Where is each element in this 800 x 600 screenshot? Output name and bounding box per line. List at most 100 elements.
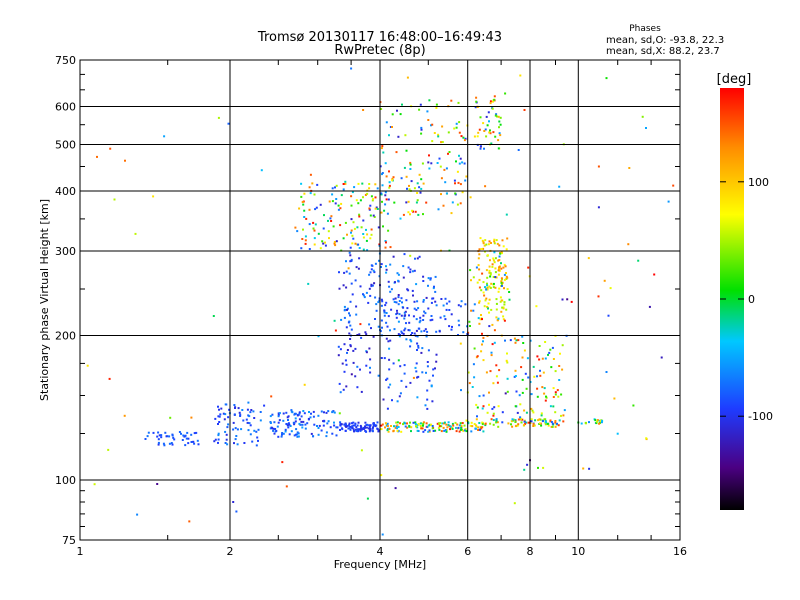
x-tick-label: 1 (77, 545, 84, 558)
scatter-point (359, 285, 362, 288)
scatter-point (180, 432, 182, 435)
scatter-point (370, 195, 373, 198)
scatter-point (432, 368, 435, 371)
scatter-point (388, 181, 391, 184)
scatter-point (257, 428, 260, 431)
scatter-point (529, 339, 532, 342)
scatter-point (355, 305, 358, 308)
chart-subtitle: RwPretec (8p) (334, 43, 425, 58)
scatter-point (310, 432, 313, 435)
scatter-point (333, 421, 335, 424)
scatter-point (478, 322, 481, 325)
scatter-point (488, 391, 490, 394)
scatter-point (561, 368, 564, 371)
scatter-point (170, 442, 173, 444)
scatter-point (388, 186, 391, 189)
scatter-point (477, 257, 480, 260)
scatter-point (443, 315, 446, 318)
scatter-point (484, 424, 487, 427)
scatter-point (96, 155, 98, 158)
scatter-point (281, 432, 284, 434)
scatter-point (249, 411, 252, 414)
scatter-point (605, 371, 608, 373)
scatter-point (374, 196, 377, 199)
scatter-point (300, 247, 303, 250)
scatter-point (598, 422, 601, 425)
scatter-point (378, 299, 381, 302)
scatter-point (501, 252, 503, 255)
scatter-point (501, 306, 504, 309)
scatter-point (488, 265, 491, 268)
scatter-point (495, 375, 498, 378)
scatter-point (598, 419, 601, 422)
scatter-point (352, 428, 355, 431)
scatter-point (413, 307, 416, 310)
scatter-point (427, 424, 430, 427)
scatter-point (409, 168, 412, 170)
scatter-point (458, 154, 460, 157)
scatter-point (300, 415, 303, 418)
scatter-point (309, 192, 312, 195)
scatter-point (293, 421, 296, 424)
scatter-point (517, 418, 520, 421)
scatter-point (377, 226, 380, 229)
scatter-point (406, 422, 408, 425)
scatter-point (431, 140, 434, 143)
scatter-point (372, 335, 375, 338)
scatter-point (453, 179, 456, 182)
scatter-point (384, 240, 387, 242)
scatter-point (489, 370, 492, 373)
scatter-point (322, 227, 325, 230)
scatter-point (317, 335, 320, 338)
scatter-point (481, 318, 483, 321)
scatter-point (494, 286, 497, 289)
scatter-point (182, 434, 185, 437)
scatter-point (214, 438, 217, 441)
scatter-point (405, 338, 408, 341)
scatter-point (348, 312, 350, 315)
scatter-point (426, 361, 429, 363)
scatter-point (390, 425, 392, 427)
scatter-point (356, 226, 359, 229)
scatter-point (476, 406, 479, 409)
scatter-point (486, 411, 489, 414)
scatter-point (225, 433, 228, 436)
scatter-point (546, 422, 549, 425)
scatter-point (416, 257, 419, 260)
scatter-point (479, 237, 482, 240)
scatter-point (491, 343, 494, 346)
scatter-point (434, 300, 437, 303)
scatter-point (410, 426, 413, 429)
scatter-point (376, 421, 379, 424)
scatter-point (218, 421, 221, 423)
scatter-point (352, 237, 355, 240)
scatter-point (536, 375, 538, 378)
scatter-point (303, 383, 306, 386)
scatter-point (500, 284, 503, 287)
scatter-point (527, 266, 530, 269)
scatter-point (415, 425, 417, 428)
scatter-point (431, 318, 434, 321)
scatter-point (490, 308, 493, 311)
scatter-point (518, 394, 521, 397)
scatter-point (327, 410, 330, 413)
scatter-point (425, 371, 427, 374)
scatter-point (512, 418, 515, 421)
scatter-point (496, 381, 499, 384)
scatter-point (372, 426, 374, 429)
scatter-point (107, 448, 110, 451)
scatter-point (542, 466, 545, 469)
scatter-point (113, 198, 116, 201)
scatter-point (599, 420, 602, 423)
scatter-point (250, 409, 253, 411)
scatter-point (560, 393, 563, 396)
scatter-point (386, 212, 389, 215)
scatter-point (249, 433, 252, 436)
scatter-point (363, 427, 366, 430)
scatter-point (467, 422, 470, 425)
scatter-point (436, 162, 439, 164)
scatter-point (495, 308, 498, 311)
scatter-point (498, 287, 501, 290)
scatter-point (368, 273, 371, 276)
scatter-point (234, 438, 237, 441)
